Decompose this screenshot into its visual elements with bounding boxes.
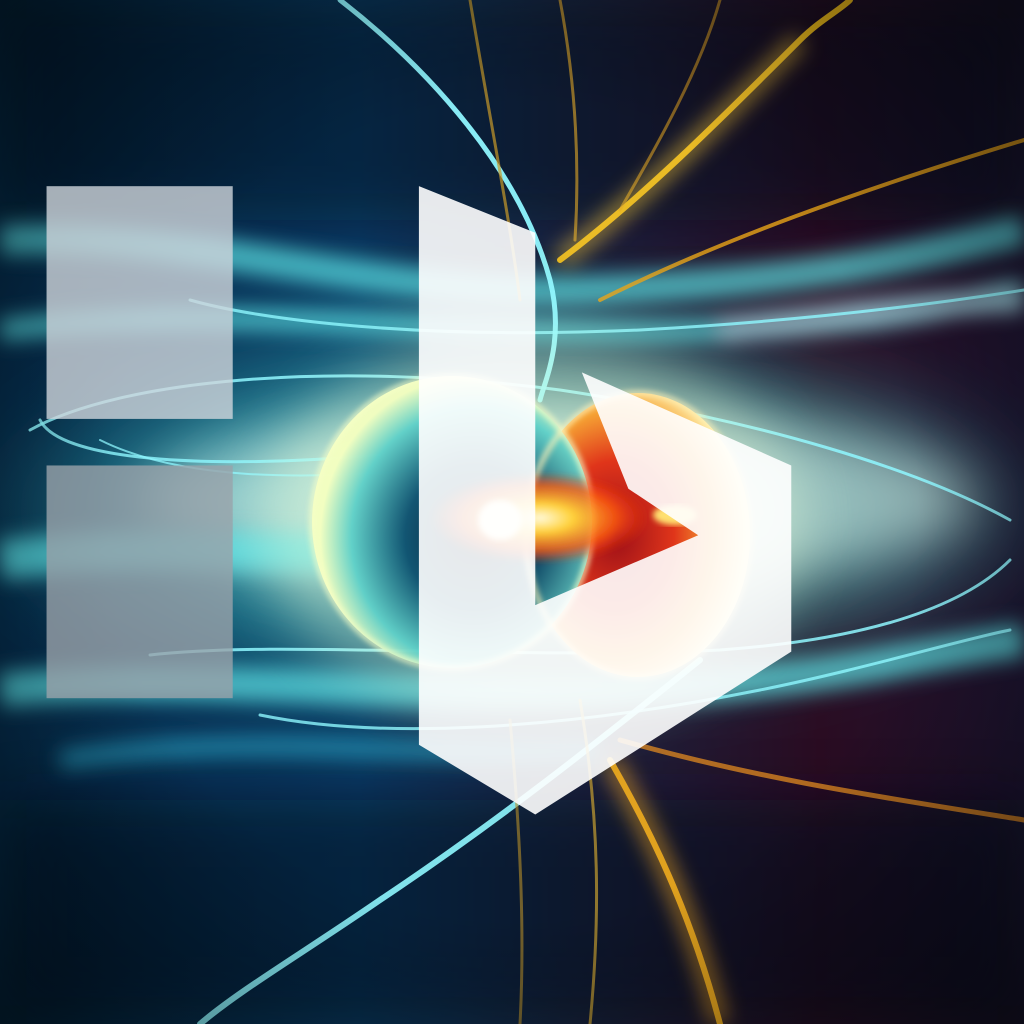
bing-logo-icon — [46, 186, 792, 815]
scene — [0, 0, 1024, 1024]
